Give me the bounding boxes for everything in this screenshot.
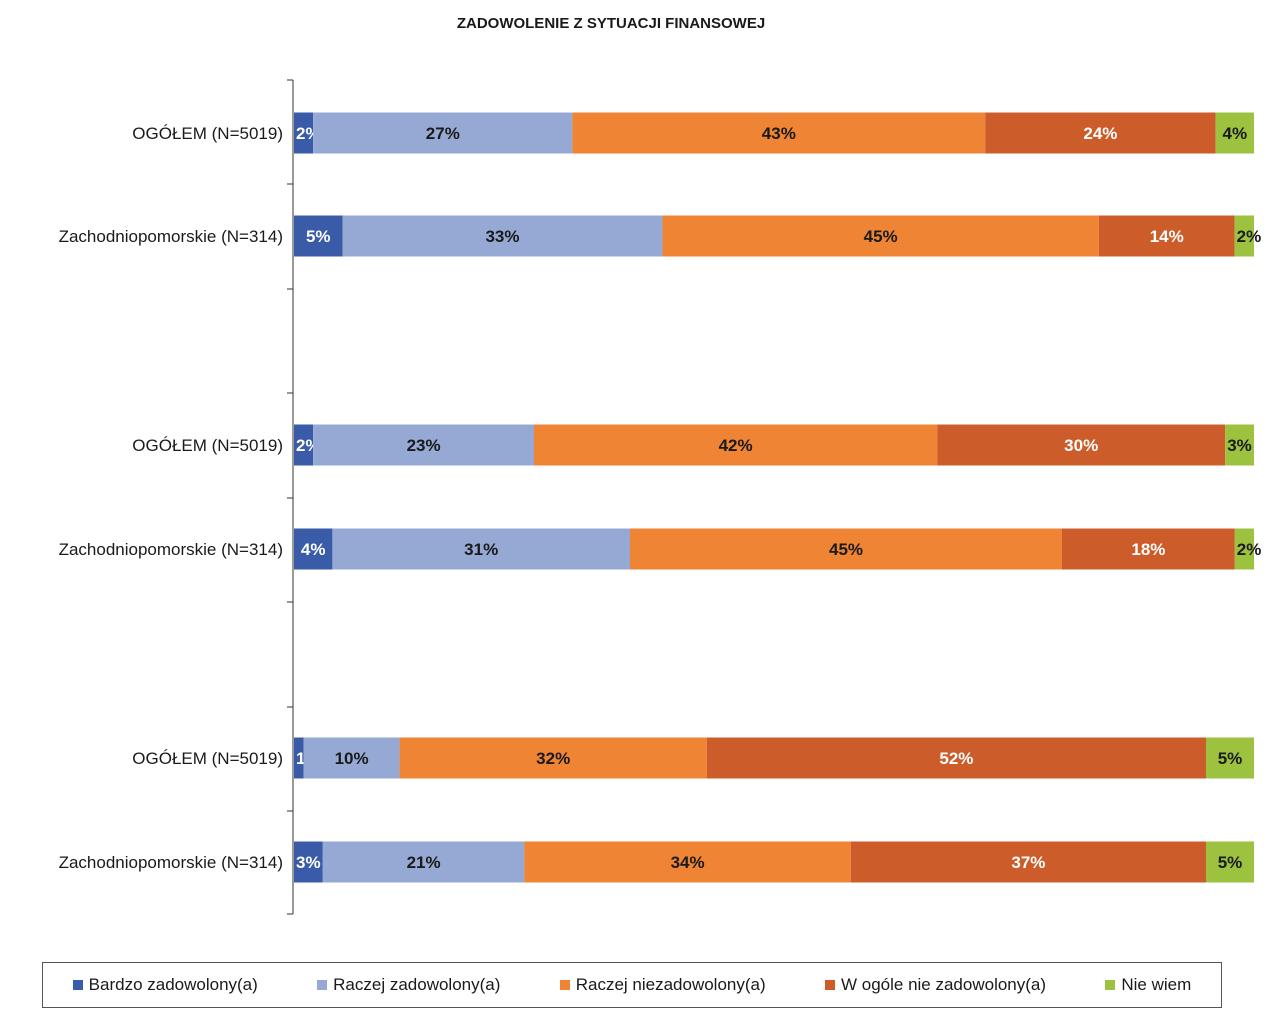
category-label: Zachodniopomorskie (N=314): [59, 540, 283, 559]
data-label: 42%: [719, 436, 753, 455]
data-label: 14%: [1150, 227, 1184, 246]
bar-segment: [332, 528, 630, 570]
bar-segment: [534, 424, 938, 466]
data-label: 5%: [1218, 749, 1243, 768]
bar-segment: [303, 737, 400, 779]
data-label: 5%: [306, 227, 331, 246]
bar-segment: [294, 737, 304, 779]
legend-label: Nie wiem: [1121, 975, 1192, 994]
data-label: 52%: [939, 749, 973, 768]
data-label: 4%: [301, 540, 326, 559]
data-label: 23%: [407, 436, 441, 455]
bar-segment: [342, 215, 663, 257]
bar-segment: [937, 424, 1226, 466]
data-label: 43%: [762, 124, 796, 143]
data-label: 45%: [864, 227, 898, 246]
data-label: 37%: [1011, 853, 1045, 872]
legend-swatch: [1105, 980, 1116, 990]
category-label: OGÓŁEM (N=5019): [132, 436, 283, 455]
data-label: 4%: [1223, 124, 1248, 143]
bar-segment: [294, 841, 323, 883]
data-label: 5%: [1218, 853, 1243, 872]
data-label: 34%: [671, 853, 705, 872]
bar-segment: [322, 841, 525, 883]
bar-segment: [294, 215, 343, 257]
legend-item: Raczej niezadowolony(a): [559, 975, 766, 995]
bar-segment: [1206, 737, 1254, 779]
bar-segment: [313, 424, 534, 466]
category-label: Zachodniopomorskie (N=314): [59, 853, 283, 872]
legend-item: W ogóle nie zadowolony(a): [824, 975, 1047, 995]
legend-label: Raczej zadowolony(a): [333, 975, 501, 994]
legend-swatch: [824, 980, 835, 990]
bar-segment: [1215, 112, 1254, 154]
legend-label: Raczej niezadowolony(a): [575, 975, 766, 994]
chart-plot: 2% 27% 43% 24% 4%5% 33% 45% 14% 2%2% 23% 42% 30% 3%4…: [59, 79, 1262, 915]
data-label: 18%: [1131, 540, 1165, 559]
data-label: 27%: [426, 124, 460, 143]
data-label: 32%: [536, 749, 570, 768]
bar-segment: [1062, 528, 1235, 570]
bar-segment: [399, 737, 707, 779]
bar-segment: [1234, 528, 1254, 570]
legend: Bardzo zadowolony(a) Raczej zadowolony(a)…: [42, 962, 1222, 1008]
data-label: 21%: [407, 853, 441, 872]
data-label: 2%: [1237, 227, 1262, 246]
bar-segment: [524, 841, 851, 883]
bar-segment: [294, 112, 314, 154]
data-label: 33%: [485, 227, 519, 246]
bar-segment: [572, 112, 986, 154]
bar-segment: [630, 528, 1062, 570]
data-label: 30%: [1064, 436, 1098, 455]
data-label: 45%: [829, 540, 863, 559]
data-label: 3%: [1227, 436, 1252, 455]
bar-segment: [1206, 841, 1254, 883]
legend-swatch: [317, 980, 328, 990]
data-label: 2%: [1237, 540, 1262, 559]
legend-item: Raczej zadowolony(a): [317, 975, 500, 995]
data-label: 31%: [464, 540, 498, 559]
legend-swatch: [72, 980, 83, 990]
legend-item: Bardzo zadowolony(a): [72, 975, 258, 995]
category-label: Zachodniopomorskie (N=314): [59, 227, 283, 246]
category-label: OGÓŁEM (N=5019): [132, 124, 283, 143]
legend-label: Bardzo zadowolony(a): [88, 975, 258, 994]
legend-item: Nie wiem: [1105, 975, 1191, 995]
legend-swatch: [559, 980, 570, 990]
bar-segment: [662, 215, 1099, 257]
bar-segment: [294, 528, 333, 570]
data-label: 24%: [1083, 124, 1117, 143]
bar-segment: [850, 841, 1206, 883]
bar-segment: [1225, 424, 1254, 466]
chart-title: ZADOWOLENIE Z SYTUACJI FINANSOWEJ: [456, 15, 766, 32]
bar-segment: [706, 737, 1206, 779]
bar-segment: [1098, 215, 1235, 257]
data-label: 3%: [296, 853, 321, 872]
bar-segment: [294, 424, 314, 466]
bar-segment: [313, 112, 573, 154]
data-label: 10%: [335, 749, 369, 768]
category-label: OGÓŁEM (N=5019): [132, 749, 283, 768]
bar-segment: [1234, 215, 1254, 257]
bar-segment: [985, 112, 1216, 154]
legend-label: W ogóle nie zadowolony(a): [840, 975, 1047, 994]
